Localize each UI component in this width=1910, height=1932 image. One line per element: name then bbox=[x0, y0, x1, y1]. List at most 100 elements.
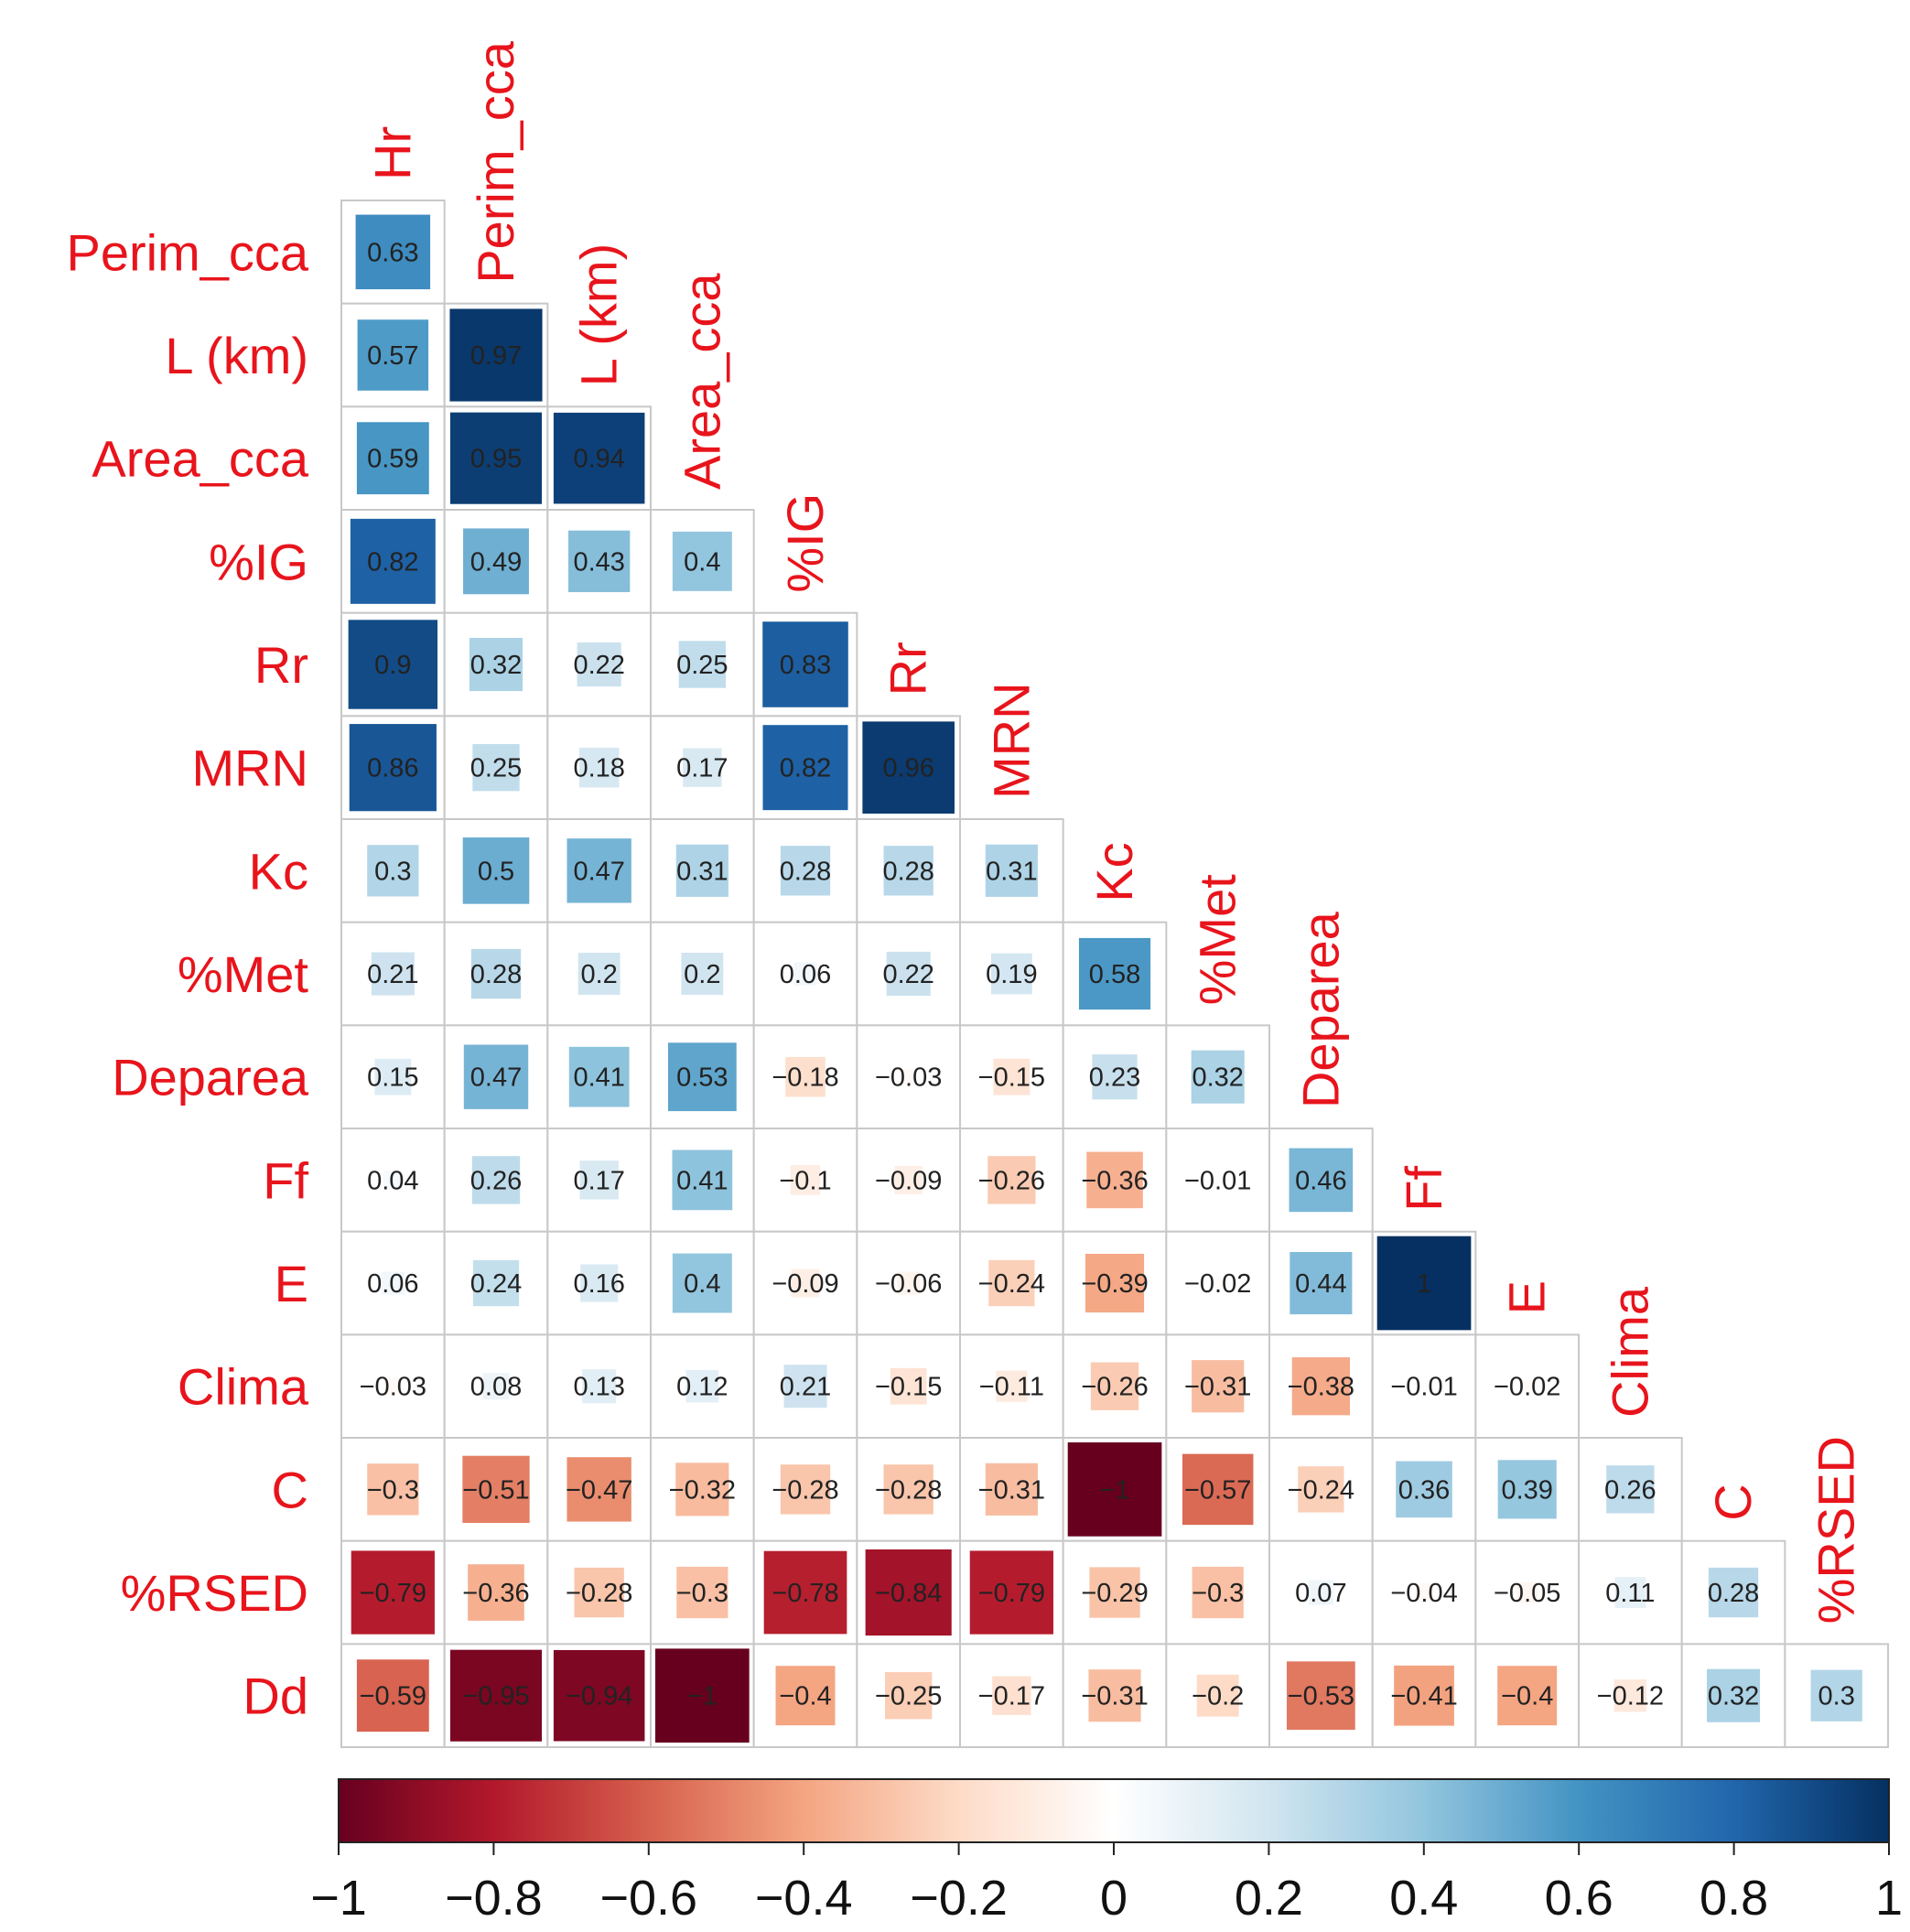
cell-value-c-l-km: −0.47 bbox=[566, 1475, 632, 1505]
cell-value-dd-c: 0.32 bbox=[1708, 1682, 1759, 1711]
cell-value-ff-l-km: 0.17 bbox=[573, 1166, 624, 1195]
cell-value-clima-hr: −0.03 bbox=[360, 1373, 426, 1402]
cell-square-c-l-km bbox=[567, 1457, 631, 1522]
cell-square-met-rr bbox=[886, 951, 931, 997]
cell-value-ig-area-cca: 0.4 bbox=[684, 547, 720, 577]
cell-square-ff-area-cca bbox=[672, 1149, 733, 1211]
row-label-area-cca: Area_cca bbox=[92, 430, 308, 488]
cell-square-dd-c bbox=[1707, 1668, 1761, 1722]
cell-value-dd-met: −0.2 bbox=[1192, 1682, 1244, 1711]
cell-square-clima-deparea bbox=[1291, 1357, 1351, 1416]
cell-value-clima-met: −0.31 bbox=[1184, 1373, 1251, 1402]
cell-value-rsed-hr: −0.79 bbox=[360, 1579, 426, 1608]
cell-square-dd-ff bbox=[1394, 1665, 1454, 1726]
cell-square-kc-ig bbox=[780, 846, 831, 896]
cell-square-l-km-hr bbox=[357, 319, 429, 391]
colorbar-tick-label-2: −0.6 bbox=[599, 1871, 697, 1926]
cell-square-rr-hr bbox=[348, 620, 438, 709]
cell-value-met-perim-cca: 0.28 bbox=[470, 960, 522, 989]
cell-value-ff-met: −0.01 bbox=[1184, 1166, 1251, 1195]
column-label-clima: Clima bbox=[1601, 1286, 1658, 1418]
cell-square-dd-perim-cca bbox=[449, 1649, 543, 1742]
cell-value-e-ff: 1 bbox=[1417, 1269, 1431, 1299]
colorbar-tick-label-7: 0.4 bbox=[1389, 1871, 1458, 1926]
cell-square-mrn-hr bbox=[349, 724, 437, 812]
cell-value-rsed-e: −0.05 bbox=[1494, 1579, 1560, 1608]
cell-square-e-ff bbox=[1376, 1236, 1472, 1331]
cell-value-ff-deparea: 0.46 bbox=[1295, 1166, 1346, 1195]
column-label-e: E bbox=[1498, 1280, 1556, 1314]
cell-value-met-hr: 0.21 bbox=[367, 960, 418, 989]
cell-square-area-cca-hr bbox=[356, 422, 429, 495]
cell-value-met-ig: 0.06 bbox=[780, 960, 831, 989]
cell-value-c-e: 0.39 bbox=[1501, 1475, 1552, 1505]
cell-value-rsed-met: −0.3 bbox=[1192, 1579, 1244, 1608]
cell-value-e-mrn: −0.24 bbox=[978, 1269, 1045, 1299]
cell-square-mrn-ig bbox=[762, 725, 848, 811]
column-label-hr: Hr bbox=[363, 126, 421, 180]
cell-value-ig-hr: 0.82 bbox=[367, 547, 418, 577]
row-label-perim-cca: Perim_cca bbox=[66, 223, 308, 281]
cell-square-met-hr bbox=[371, 952, 415, 996]
cell-value-c-perim-cca: −0.51 bbox=[462, 1475, 529, 1505]
cell-value-c-deparea: −0.24 bbox=[1288, 1475, 1354, 1505]
cell-value-kc-ig: 0.28 bbox=[780, 857, 831, 886]
cell-square-e-area-cca bbox=[672, 1253, 732, 1313]
column-label-kc: Kc bbox=[1085, 842, 1143, 901]
cell-value-e-perim-cca: 0.24 bbox=[470, 1269, 522, 1299]
cell-square-rsed-e bbox=[1516, 1581, 1538, 1603]
cell-square-rr-area-cca bbox=[678, 641, 727, 688]
cell-value-c-clima: 0.26 bbox=[1604, 1475, 1656, 1505]
cell-square-c-clima bbox=[1606, 1465, 1655, 1514]
cell-square-dd-ig bbox=[775, 1666, 836, 1726]
cell-square-rr-l-km bbox=[577, 642, 621, 687]
cell-square-ff-ig bbox=[790, 1165, 821, 1195]
cell-value-dd-area-cca: −1 bbox=[687, 1682, 718, 1711]
cell-value-met-area-cca: 0.2 bbox=[684, 960, 720, 989]
cell-square-rsed-deparea bbox=[1308, 1580, 1333, 1605]
cell-square-rsed-l-km bbox=[574, 1567, 624, 1618]
cell-square-dd-mrn bbox=[992, 1676, 1031, 1715]
cell-value-rr-l-km: 0.22 bbox=[573, 651, 624, 680]
cell-value-dd-rr: −0.25 bbox=[875, 1682, 942, 1711]
cell-value-e-hr: 0.06 bbox=[367, 1269, 418, 1299]
cell-square-dd-clima bbox=[1613, 1678, 1647, 1712]
cell-square-area-cca-l-km bbox=[553, 412, 645, 504]
cell-square-ff-kc bbox=[1086, 1151, 1143, 1209]
cell-square-ff-rr bbox=[894, 1165, 923, 1194]
cell-value-clima-rr: −0.15 bbox=[875, 1373, 942, 1402]
cell-square-clima-ff bbox=[1419, 1381, 1430, 1391]
column-label-mrn: MRN bbox=[982, 682, 1040, 799]
cell-square-c-area-cca bbox=[675, 1462, 729, 1516]
colorbar-tick-label-6: 0.2 bbox=[1235, 1871, 1303, 1926]
cell-value-rr-ig: 0.83 bbox=[780, 651, 831, 680]
cell-square-c-ff bbox=[1396, 1461, 1452, 1518]
cell-square-rsed-mrn bbox=[969, 1550, 1053, 1635]
cell-square-e-met bbox=[1211, 1276, 1225, 1290]
cell-square-ig-hr bbox=[350, 518, 436, 604]
cell-value-mrn-ig: 0.82 bbox=[780, 754, 831, 783]
cell-value-deparea-mrn: −0.15 bbox=[978, 1063, 1045, 1093]
cell-value-ig-l-km: 0.43 bbox=[573, 547, 624, 577]
cell-square-dd-area-cca bbox=[655, 1648, 750, 1743]
cell-value-ff-ig: −0.1 bbox=[779, 1166, 831, 1195]
cell-square-dd-rsed bbox=[1810, 1669, 1862, 1722]
colorbar-tick-label-4: −0.2 bbox=[910, 1871, 1008, 1926]
cell-square-met-area-cca bbox=[681, 953, 724, 995]
cell-value-dd-kc: −0.31 bbox=[1081, 1682, 1148, 1711]
cell-value-e-deparea: 0.44 bbox=[1295, 1269, 1346, 1299]
cell-square-c-mrn bbox=[985, 1462, 1038, 1516]
cell-square-dd-rr bbox=[885, 1672, 933, 1720]
cell-square-deparea-met bbox=[1191, 1050, 1245, 1104]
cell-value-rsed-ff: −0.04 bbox=[1390, 1579, 1457, 1608]
cell-square-e-mrn bbox=[988, 1259, 1035, 1307]
cell-value-dd-deparea: −0.53 bbox=[1288, 1682, 1354, 1711]
cell-square-dd-met bbox=[1196, 1674, 1239, 1717]
row-label-clima: Clima bbox=[178, 1358, 309, 1416]
cell-square-c-hr bbox=[367, 1463, 419, 1516]
column-label-c: C bbox=[1704, 1484, 1762, 1520]
cell-value-dd-l-km: −0.94 bbox=[566, 1682, 632, 1711]
column-label-perim-cca: Perim_cca bbox=[467, 40, 524, 283]
cell-square-clima-l-km bbox=[582, 1369, 617, 1404]
cell-square-l-km-perim-cca bbox=[449, 308, 543, 402]
